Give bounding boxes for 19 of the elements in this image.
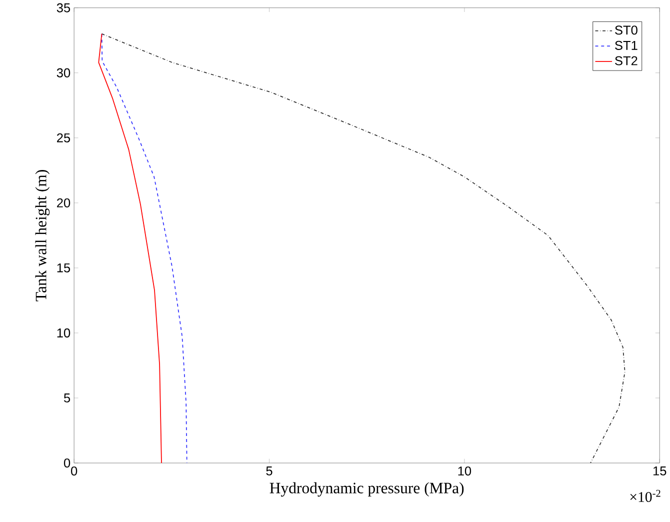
y-tick-label: 25 bbox=[57, 133, 70, 142]
y-tick-label: 15 bbox=[57, 263, 70, 272]
x-tick-label: 5 bbox=[266, 466, 272, 476]
x-tick-label: 0 bbox=[71, 466, 78, 476]
x-tick-label: 10 bbox=[458, 466, 472, 476]
line-series bbox=[98, 33, 162, 463]
x-tick-label: 15 bbox=[653, 466, 666, 476]
legend-label: ST2 bbox=[615, 56, 638, 66]
y-tick-label: 20 bbox=[57, 198, 70, 208]
legend-label: ST1 bbox=[615, 40, 638, 50]
y-tick-label: 30 bbox=[56, 68, 70, 78]
x-axis-title: Hydrodynamic pressure (MPa) bbox=[270, 482, 464, 496]
legend-label: ST0 bbox=[615, 25, 638, 35]
y-tick-label: 5 bbox=[64, 393, 70, 402]
y-tick-label: 35 bbox=[56, 3, 70, 12]
text: ×10$^{-2}$ bbox=[630, 490, 660, 502]
y-tick-label: 10 bbox=[57, 328, 70, 338]
y-axis-title: Tank wall height (m) bbox=[35, 170, 50, 302]
y-tick-label: 0 bbox=[64, 458, 70, 468]
